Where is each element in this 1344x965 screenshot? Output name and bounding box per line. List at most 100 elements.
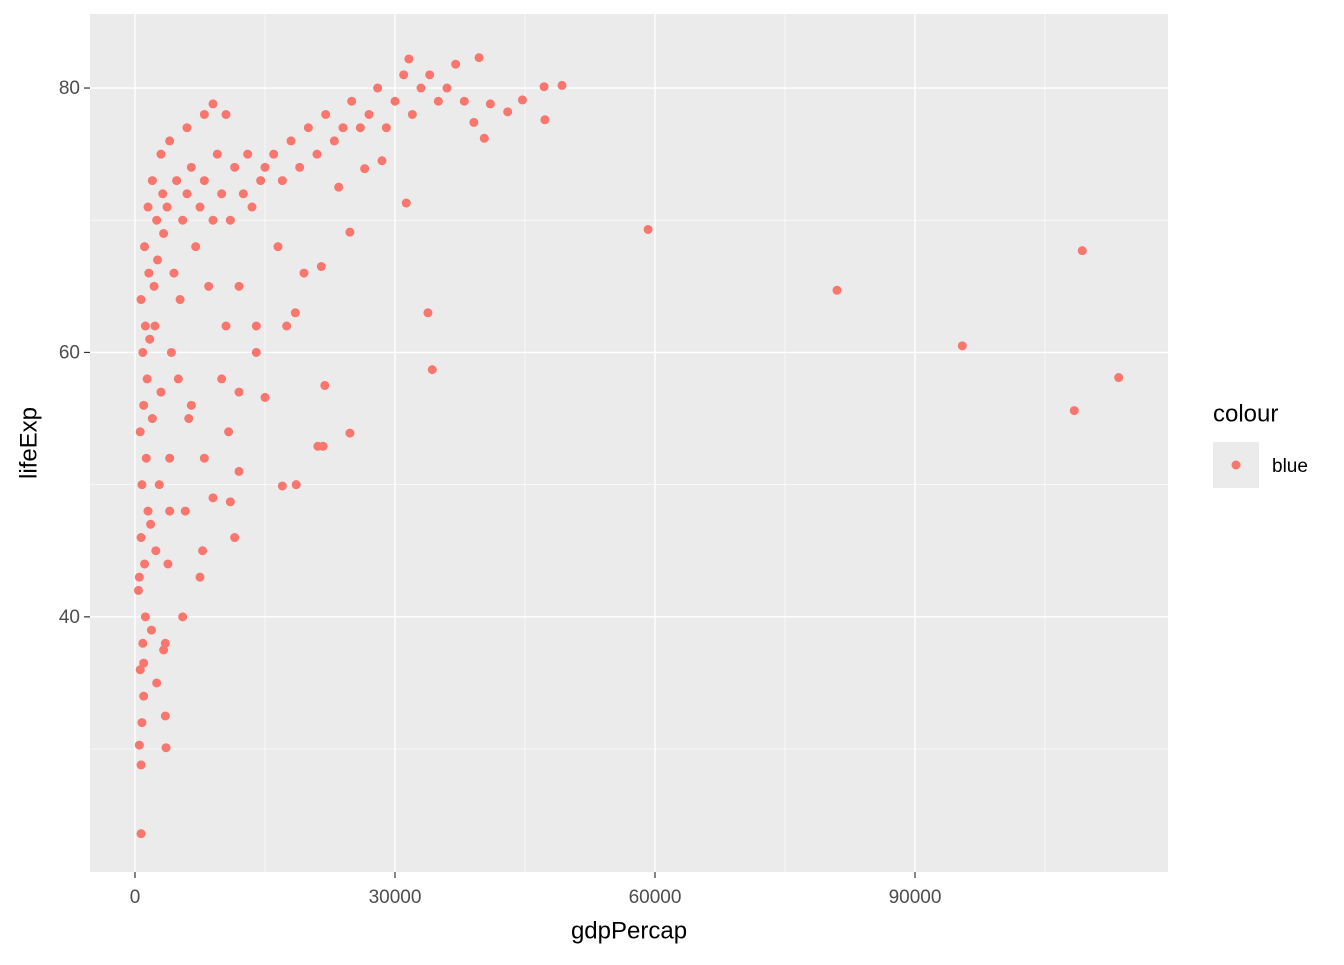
point: [147, 176, 157, 186]
point: [469, 117, 479, 127]
point: [277, 176, 287, 186]
point: [260, 392, 270, 402]
point: [169, 268, 179, 278]
point: [145, 334, 155, 344]
point: [136, 829, 146, 839]
point: [303, 123, 313, 133]
point: [427, 365, 437, 375]
point: [416, 83, 426, 93]
point: [139, 658, 149, 668]
x-tick-label: 0: [130, 887, 141, 908]
point: [225, 497, 235, 507]
point: [474, 53, 484, 63]
point: [234, 281, 244, 291]
point: [234, 466, 244, 476]
point: [234, 387, 244, 397]
point: [286, 136, 296, 146]
point: [137, 718, 147, 728]
point: [1077, 246, 1087, 256]
point: [459, 96, 469, 106]
point: [208, 493, 218, 503]
point: [425, 70, 435, 80]
point: [139, 400, 149, 410]
point: [136, 533, 146, 543]
point: [137, 480, 147, 490]
point: [159, 645, 169, 655]
point: [198, 546, 208, 556]
y-tick-label: 40: [59, 607, 80, 628]
point: [256, 176, 266, 186]
point: [399, 70, 409, 80]
point: [186, 400, 196, 410]
point: [134, 572, 144, 582]
point: [243, 149, 253, 159]
point: [144, 268, 154, 278]
point: [204, 281, 214, 291]
point: [225, 215, 235, 225]
point: [433, 96, 443, 106]
point: [182, 123, 192, 133]
point: [140, 321, 150, 331]
point: [195, 572, 205, 582]
point: [147, 414, 157, 424]
point: [260, 162, 270, 172]
point: [186, 162, 196, 172]
legend-label: blue: [1272, 456, 1308, 477]
point: [135, 665, 145, 675]
y-tick-label: 80: [59, 78, 80, 99]
legend-title: colour: [1213, 400, 1278, 427]
point: [517, 95, 527, 105]
point: [557, 80, 567, 90]
point: [140, 242, 150, 252]
point: [273, 242, 283, 252]
point: [290, 308, 300, 318]
point: [221, 109, 231, 119]
point: [154, 480, 164, 490]
x-tick-label: 90000: [889, 887, 942, 908]
point: [199, 176, 209, 186]
point: [143, 202, 153, 212]
point: [423, 308, 433, 318]
point: [230, 533, 240, 543]
y-axis-title: lifeExp: [15, 407, 42, 479]
point: [135, 427, 145, 437]
point: [269, 149, 279, 159]
point: [540, 115, 550, 125]
point: [251, 347, 261, 357]
point: [159, 228, 169, 238]
point: [151, 546, 161, 556]
x-axis-title: gdpPercap: [571, 917, 687, 944]
point: [347, 96, 357, 106]
point: [178, 215, 188, 225]
point: [224, 427, 234, 437]
point: [381, 123, 391, 133]
point: [156, 387, 166, 397]
point: [162, 202, 172, 212]
point: [140, 559, 150, 569]
point: [184, 414, 194, 424]
point: [149, 281, 159, 291]
point: [175, 295, 185, 305]
point: [299, 268, 309, 278]
point: [373, 83, 383, 93]
point: [212, 149, 222, 159]
point: [191, 242, 201, 252]
point: [320, 380, 330, 390]
point: [247, 202, 257, 212]
legend-marker: [1231, 460, 1241, 470]
point: [360, 164, 370, 174]
point: [485, 99, 495, 109]
point: [230, 162, 240, 172]
panel: [90, 14, 1168, 872]
point: [139, 691, 149, 701]
point: [158, 189, 168, 199]
point: [180, 506, 190, 516]
point: [136, 760, 146, 770]
point: [355, 123, 365, 133]
point: [165, 453, 175, 463]
point: [160, 711, 170, 721]
point: [133, 585, 143, 595]
point: [221, 321, 231, 331]
point: [156, 149, 166, 159]
point: [152, 215, 162, 225]
